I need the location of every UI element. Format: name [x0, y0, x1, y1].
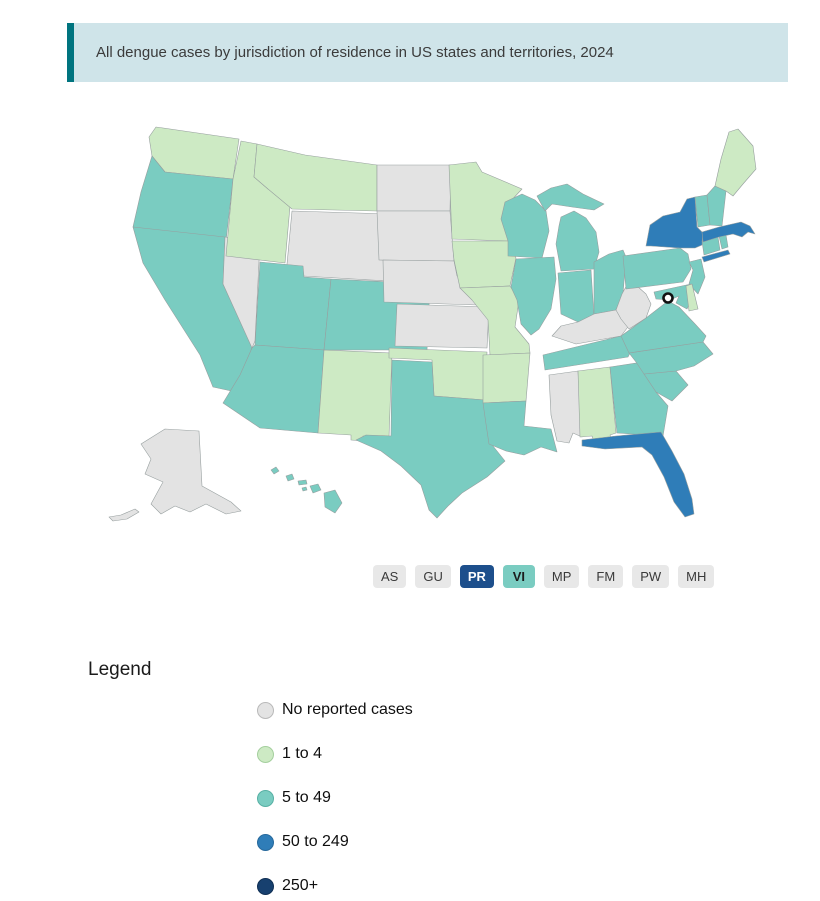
state-pa[interactable]	[622, 247, 692, 290]
territory-badge-gu[interactable]: GU	[415, 565, 451, 588]
state-va[interactable]	[620, 300, 707, 354]
territory-badge-as[interactable]: AS	[373, 565, 407, 588]
state-wi[interactable]	[500, 193, 550, 259]
banner-accent-bar	[67, 23, 74, 82]
state-ak[interactable]	[108, 428, 242, 522]
legend-swatch	[257, 789, 274, 807]
report-title-banner: All dengue cases by jurisdiction of resi…	[67, 23, 788, 82]
legend: No reported cases 1 to 4 5 to 49 50 to 249 2…	[257, 701, 413, 895]
legend-item-none: No reported cases	[257, 701, 413, 719]
state-ia[interactable]	[451, 240, 517, 289]
legend-item-label: 1 to 4	[282, 745, 323, 762]
state-ks[interactable]	[394, 303, 490, 349]
territory-badge-pw[interactable]: PW	[632, 565, 670, 588]
legend-item-label: 50 to 249	[282, 833, 349, 850]
legend-item-label: No reported cases	[282, 701, 413, 718]
state-hi[interactable]	[270, 466, 343, 514]
state-wv[interactable]	[615, 280, 652, 330]
legend-swatch	[257, 833, 274, 851]
legend-item-1-4: 1 to 4	[257, 745, 413, 763]
state-sd[interactable]	[376, 210, 455, 262]
state-la[interactable]	[482, 400, 558, 456]
territory-badge-pr[interactable]: PR	[459, 565, 494, 588]
state-ar[interactable]	[482, 352, 531, 404]
state-ny[interactable]	[645, 196, 731, 263]
legend-item-5-49: 5 to 49	[257, 789, 413, 807]
legend-item-label: 250+	[282, 877, 319, 894]
state-il[interactable]	[510, 256, 557, 336]
state-nd[interactable]	[376, 164, 452, 212]
us-choropleth-map	[105, 115, 765, 545]
territory-badge-vi[interactable]: VI	[502, 565, 535, 588]
state-fl[interactable]	[581, 431, 695, 518]
state-nm[interactable]	[317, 349, 393, 442]
legend-item-250+: 250+	[257, 877, 413, 895]
state-ms[interactable]	[548, 370, 583, 444]
state-al[interactable]	[577, 366, 617, 445]
state-me[interactable]	[714, 128, 757, 197]
state-ma[interactable]	[701, 221, 756, 243]
state-nj[interactable]	[688, 258, 706, 295]
legend-swatch	[257, 745, 274, 763]
territory-badge-mh[interactable]: MH	[678, 565, 715, 588]
legend-swatch	[257, 701, 274, 719]
territory-badge-fm[interactable]: FM	[588, 565, 624, 588]
legend-item-50-249: 50 to 249	[257, 833, 413, 851]
legend-item-label: 5 to 49	[282, 789, 331, 806]
state-mt[interactable]	[253, 143, 378, 212]
us-map-svg	[108, 126, 757, 522]
state-ri[interactable]	[718, 234, 729, 250]
territory-badge-mp[interactable]: MP	[543, 565, 580, 588]
page-title: All dengue cases by jurisdiction of resi…	[96, 44, 614, 61]
dc-marker[interactable]	[662, 292, 674, 304]
state-de[interactable]	[685, 283, 699, 312]
legend-heading: Legend	[88, 659, 152, 680]
state-in[interactable]	[557, 269, 595, 323]
state-nh[interactable]	[706, 185, 727, 227]
legend-swatch	[257, 877, 274, 895]
territory-buttons: AS GU PR VI MP FM PW MH	[373, 565, 715, 588]
